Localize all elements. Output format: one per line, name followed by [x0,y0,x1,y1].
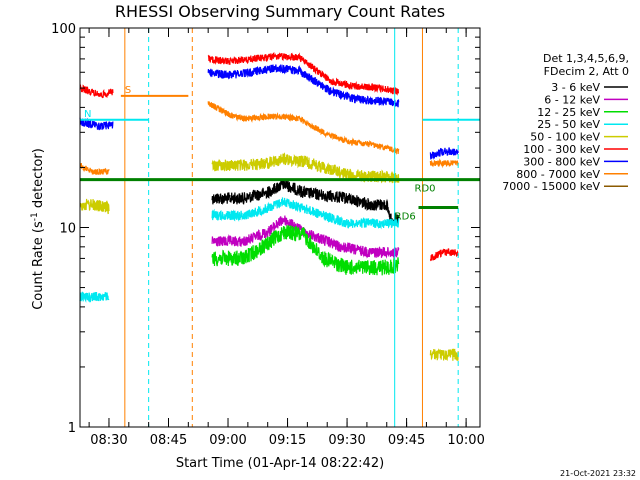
legend-label-0: 3 - 6 keV [551,81,600,94]
x-tick-label-2: 09:00 [209,433,246,448]
legend: Det 1,3,4,5,6,9,FDecim 2, Att 0 3 - 6 keV… [502,52,629,193]
series-3-line [79,197,400,303]
legend-header-line-1: FDecim 2, Att 0 [544,65,629,78]
x-tick-label-5: 09:45 [388,433,425,448]
axes-layer: 1 10 100 08:30 08:45 09:00 09:15 09:30 09:45 10:0… [51,22,485,448]
decimation-bar-label-0: RD0 [415,184,436,195]
x-axis-title: Start Time (01-Apr-14 08:22:42) [176,456,384,471]
legend-label-6: 300 - 800 keV [523,155,600,168]
y-tick-label-1: 10 [59,222,76,237]
y-tick-label-2: 100 [51,22,76,37]
legend-label-5: 100 - 300 keV [523,143,600,156]
data-layer [79,52,459,362]
overlay-layer: S N RD0 RD6 [79,28,480,427]
series-0-line [211,178,400,227]
plot-frame [79,27,481,428]
plot-timestamp: 21-Oct-2021 23:32 [560,469,636,478]
legend-label-3: 25 - 50 keV [537,118,600,131]
y-axis-title-superscript: -1 [30,212,40,221]
x-tick-label-4: 09:30 [328,433,365,448]
decimation-bar-label-1: RD6 [395,212,416,223]
y-tick-label-0: 1 [68,421,76,436]
saa-bar-label-0: N [84,109,91,120]
legend-label-1: 6 - 12 keV [544,93,600,106]
legend-label-4: 50 - 100 keV [530,131,600,144]
x-tick-label-0: 08:30 [90,433,127,448]
series-4-line [79,152,459,362]
series-2-line [211,224,400,276]
series-5-line [79,52,459,262]
series-1-line [211,215,400,259]
legend-header-line-0: Det 1,3,4,5,6,9, [543,52,629,65]
y-axis-title-main: Count Rate (s [31,221,46,310]
legend-label-2: 12 - 25 keV [537,106,600,119]
attenuator-bar-label-0: S [125,85,131,96]
y-axis-title: Count Rate (s-1 detector) [30,148,46,310]
y-axis-title-close: detector) [31,148,46,212]
chart-title: RHESSI Observing Summary Count Rates [115,2,445,21]
x-tick-label-6: 10:00 [447,433,484,448]
legend-label-7: 800 - 7000 keV [516,168,600,181]
x-tick-label-3: 09:15 [269,433,306,448]
series-6-line [79,63,459,160]
legend-label-8: 7000 - 15000 keV [502,180,600,193]
x-tick-label-1: 08:45 [150,433,187,448]
